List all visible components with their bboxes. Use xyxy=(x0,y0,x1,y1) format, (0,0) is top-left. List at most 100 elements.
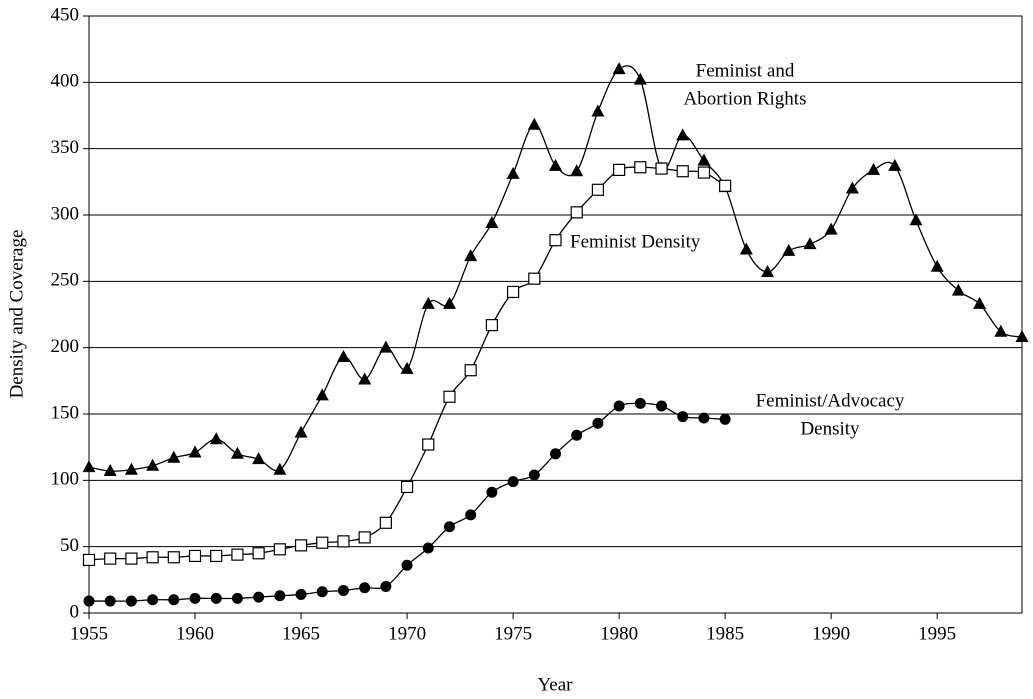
annotation: Feminist Density xyxy=(570,231,701,252)
x-tick-label: 1995 xyxy=(918,623,956,644)
point xyxy=(528,272,541,285)
point xyxy=(401,559,413,571)
point xyxy=(655,162,668,175)
point xyxy=(697,153,711,166)
point xyxy=(845,181,859,194)
annotation: Abortion Rights xyxy=(684,88,807,109)
point xyxy=(400,480,414,494)
point xyxy=(888,158,902,171)
point xyxy=(422,542,434,554)
point xyxy=(443,521,455,533)
point xyxy=(803,237,817,250)
point xyxy=(867,162,881,175)
point xyxy=(527,117,541,130)
point xyxy=(464,364,477,377)
point xyxy=(485,319,498,332)
point xyxy=(676,128,690,141)
point xyxy=(273,543,286,556)
point xyxy=(591,104,605,117)
series-line xyxy=(89,402,726,602)
x-tick-label: 1975 xyxy=(494,623,532,644)
point xyxy=(591,183,605,196)
point xyxy=(315,388,329,401)
annotation: Density xyxy=(800,418,860,439)
point xyxy=(994,324,1008,337)
point xyxy=(167,450,181,463)
point xyxy=(104,552,117,565)
x-tick-label: 1990 xyxy=(812,623,850,644)
point xyxy=(380,580,392,592)
y-tick-label: 450 xyxy=(51,4,80,25)
point xyxy=(973,296,987,309)
point xyxy=(210,549,223,563)
point xyxy=(358,372,372,385)
point xyxy=(592,417,604,429)
point xyxy=(295,588,307,600)
annotation: Feminist/Advocacy xyxy=(756,390,905,411)
point xyxy=(634,161,647,174)
point xyxy=(485,215,499,228)
point xyxy=(550,448,561,460)
x-tick-label: 1970 xyxy=(388,623,426,644)
point xyxy=(210,592,222,604)
y-tick-label: 300 xyxy=(51,203,80,224)
point xyxy=(146,551,159,564)
point xyxy=(613,400,625,412)
x-tick-label: 1955 xyxy=(70,623,108,644)
point xyxy=(930,259,944,272)
point xyxy=(549,158,562,171)
x-axis-label: Year xyxy=(537,674,573,695)
point xyxy=(294,425,308,438)
point xyxy=(782,243,796,256)
y-tick-label: 0 xyxy=(70,601,80,622)
point xyxy=(82,553,96,567)
point xyxy=(612,62,626,75)
point xyxy=(274,590,286,602)
point xyxy=(337,584,349,596)
x-tick-label: 1960 xyxy=(176,623,214,644)
point xyxy=(253,591,265,603)
point xyxy=(189,592,201,604)
point xyxy=(1015,330,1029,343)
point xyxy=(676,165,689,178)
y-tick-label: 250 xyxy=(51,270,80,291)
point xyxy=(443,390,456,403)
point xyxy=(273,462,287,475)
point xyxy=(230,446,244,459)
point xyxy=(168,594,180,606)
point xyxy=(316,536,329,549)
point xyxy=(337,535,350,548)
annotation: Feminist and xyxy=(696,60,795,81)
x-tick-label: 1980 xyxy=(600,623,638,644)
point xyxy=(167,551,180,564)
point xyxy=(188,445,202,458)
point xyxy=(231,592,243,604)
point xyxy=(486,486,498,498)
point xyxy=(824,222,838,235)
point xyxy=(421,296,435,309)
point xyxy=(633,72,647,85)
point xyxy=(909,213,923,226)
point xyxy=(465,509,477,521)
point xyxy=(124,462,138,475)
point xyxy=(739,242,753,255)
point xyxy=(252,547,265,560)
point xyxy=(613,163,626,176)
y-tick-label: 400 xyxy=(51,71,80,92)
point xyxy=(507,476,519,488)
point xyxy=(951,283,965,296)
point xyxy=(442,296,456,309)
point xyxy=(103,464,117,477)
point xyxy=(231,548,244,561)
point xyxy=(83,595,95,607)
point xyxy=(252,452,266,465)
point xyxy=(294,539,308,552)
y-tick-label: 150 xyxy=(51,402,80,423)
point xyxy=(146,458,160,471)
point xyxy=(506,166,520,179)
y-tick-label: 100 xyxy=(51,469,80,490)
y-tick-label: 50 xyxy=(60,535,79,556)
point xyxy=(379,340,393,353)
point xyxy=(188,549,202,563)
